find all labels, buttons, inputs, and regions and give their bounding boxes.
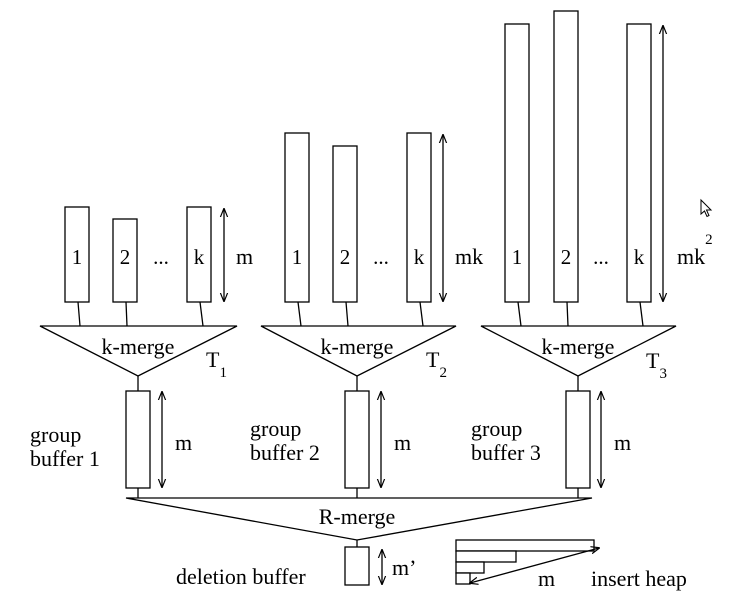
run-1-label: 1 — [512, 245, 523, 269]
run-2 — [112, 218, 138, 303]
heap-size-label: m — [538, 566, 555, 591]
run-length-label: m — [236, 244, 253, 269]
k-merge-tree — [480, 325, 677, 377]
deletion-buffer-label: deletion buffer — [176, 564, 306, 589]
run-ellipsis: ... — [593, 245, 609, 269]
group-buffer — [565, 390, 591, 489]
run-2 — [332, 145, 358, 303]
deletion-buffer-box — [344, 546, 370, 586]
run-length-label: mk2 — [677, 232, 713, 269]
k-merge-label: k-merge — [102, 334, 175, 359]
run-1 — [284, 132, 310, 303]
buffer-label-line2: buffer 2 — [250, 440, 320, 465]
heap-size-arrow — [470, 548, 599, 583]
insert-heap: m insert heap — [455, 539, 687, 591]
run-2-label: 2 — [561, 245, 572, 269]
run-1 — [64, 206, 90, 303]
k-merge-tree — [39, 325, 238, 377]
tree-label: T2 — [426, 347, 447, 381]
tree-label: T1 — [206, 347, 227, 381]
run-k-label: k — [414, 245, 425, 269]
buffer-size-label: m — [614, 430, 631, 455]
k-merge-label: k-merge — [321, 334, 394, 359]
mouse-pointer-icon — [700, 198, 713, 218]
r-merge-label: R-merge — [319, 504, 396, 529]
r-merge: R-merge — [125, 497, 593, 547]
run-1 — [504, 23, 530, 303]
insert-heap-label: insert heap — [591, 566, 687, 591]
buffer-label-line2: buffer 3 — [471, 440, 541, 465]
group-2: 1 2 ... k mk k-merge T2 m group buffer 2 — [250, 132, 483, 498]
deletion-buffer: m’ deletion buffer — [176, 546, 416, 589]
k-merge-label: k-merge — [542, 334, 615, 359]
group-buffer — [344, 390, 370, 489]
group-3: 1 2 ... k mk2 k-merge T3 m group buffer … — [471, 10, 713, 498]
buffer-label-line1: group — [250, 416, 301, 441]
run-1-label: 1 — [72, 245, 83, 269]
buffer-label-line1: group — [30, 422, 81, 447]
run-k — [406, 132, 432, 303]
run-k-label: k — [634, 245, 645, 269]
run-ellipsis: ... — [153, 245, 169, 269]
buffer-label-line1: group — [471, 416, 522, 441]
buffer-size-label: m — [175, 430, 192, 455]
heap-level-4 — [455, 572, 471, 585]
group-buffer — [125, 390, 151, 489]
run-length-label: mk — [455, 244, 483, 269]
run-1-label: 1 — [292, 245, 303, 269]
deletion-buffer-size-label: m’ — [392, 555, 416, 580]
buffer-size-label: m — [394, 430, 411, 455]
heap-level-1 — [455, 539, 595, 552]
run-ellipsis: ... — [373, 245, 389, 269]
heap-level-2 — [455, 550, 517, 563]
run-k — [186, 206, 212, 303]
run-k-label: k — [194, 245, 205, 269]
group-1: 1 2 ... k m k-merge T1 m group buffer 1 — [30, 206, 253, 498]
run-2-label: 2 — [120, 245, 131, 269]
k-merge-tree — [260, 325, 457, 377]
buffer-label-line2: buffer 1 — [30, 446, 100, 471]
tree-label: T3 — [646, 348, 667, 382]
run-2-label: 2 — [340, 245, 351, 269]
run-2 — [553, 10, 579, 303]
run-k — [626, 23, 652, 303]
heap-level-3 — [455, 561, 485, 574]
r-merge-tree — [125, 497, 593, 541]
